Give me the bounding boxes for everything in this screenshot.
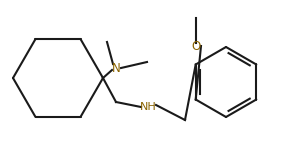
Text: N: N — [112, 61, 120, 75]
Text: O: O — [191, 39, 201, 52]
Text: NH: NH — [140, 102, 156, 112]
